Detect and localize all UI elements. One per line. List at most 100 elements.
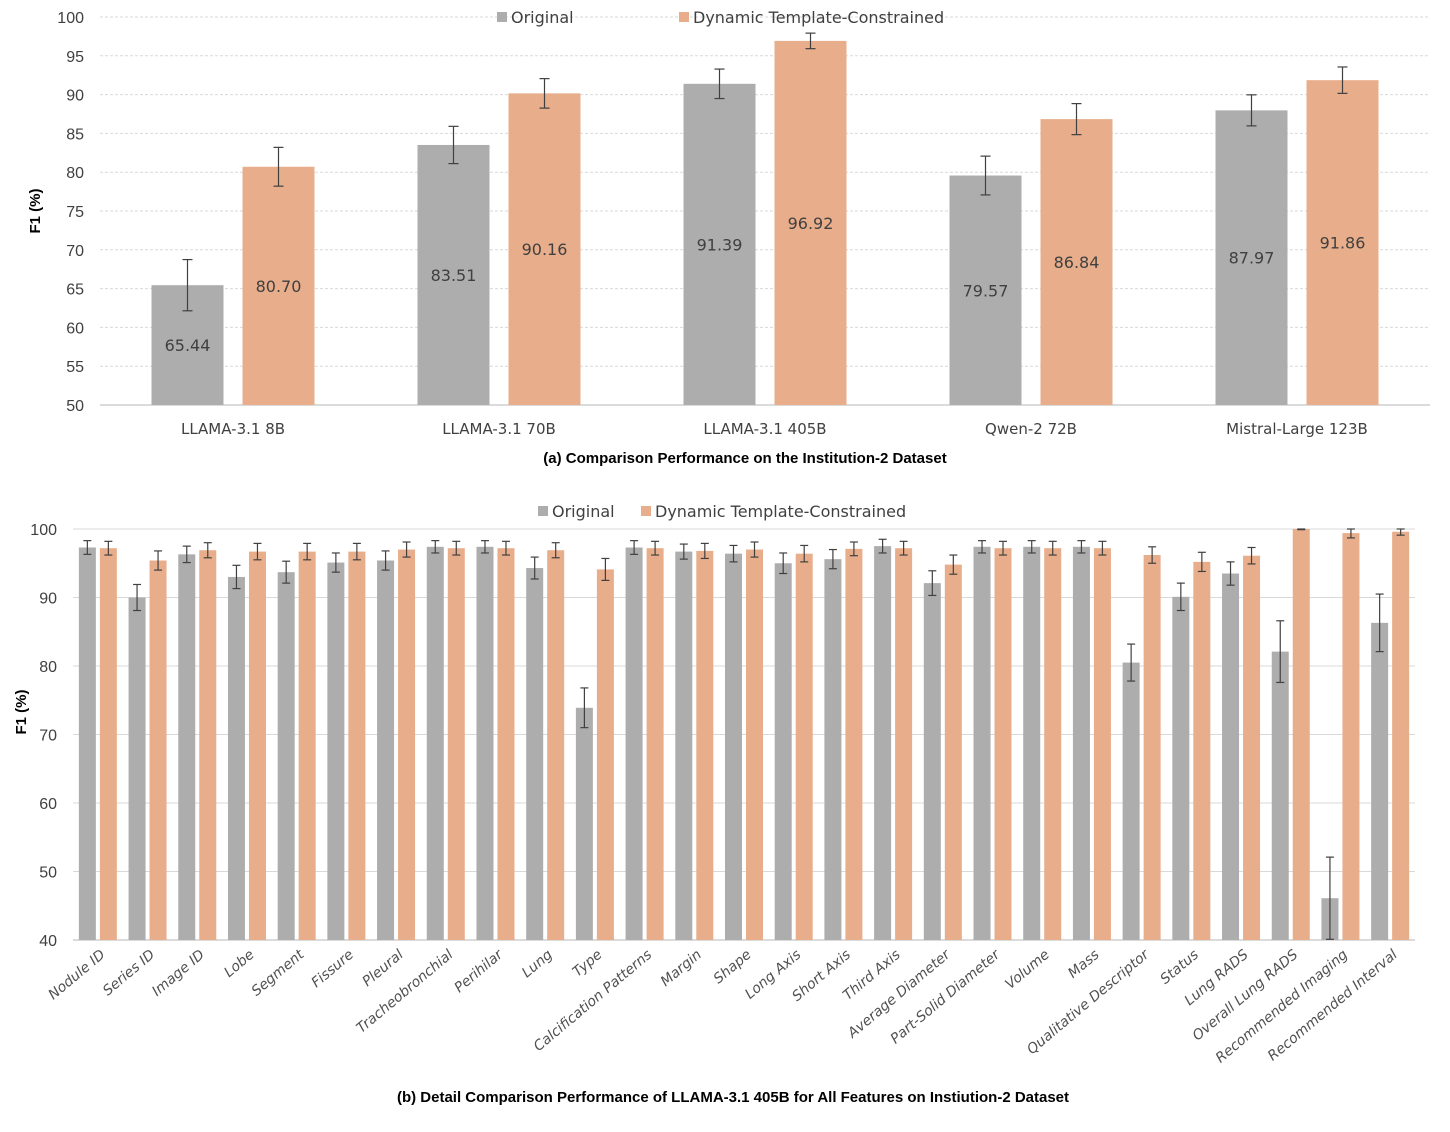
b-error-bar (431, 540, 440, 554)
b-legend-swatch-original (538, 506, 548, 516)
b-x-tick-label: Image ID (149, 947, 208, 1000)
b-error-bar (1098, 540, 1107, 556)
b-x-tick-label: Nodule ID (46, 947, 109, 1004)
b-bar-original (675, 551, 693, 940)
a-x-tick-labels: LLAMA-3.1 8B LLAMA-3.1 70B LLAMA-3.1 405B Q… (181, 420, 1368, 438)
a-error-bar (1246, 94, 1257, 127)
b-error-bar (1148, 546, 1157, 564)
a-bar-dtc (1040, 119, 1113, 406)
b-error-bar (999, 540, 1008, 556)
a-bar-original (1215, 110, 1288, 406)
b-bar-dtc (348, 551, 366, 940)
b-error-bar (1048, 540, 1057, 556)
a-data-label: 87.97 (1229, 249, 1275, 268)
a-error-bar (539, 78, 550, 109)
b-bar-dtc (248, 551, 266, 940)
b-error-bar (154, 550, 163, 571)
a-legend-label-dtc: Dynamic Template-Constrained (693, 8, 944, 27)
b-error-bar (551, 542, 560, 559)
a-y-tick-labels: 50 55 60 65 70 75 80 85 90 95 100 (57, 10, 84, 415)
b-legend-swatch-dtc (641, 506, 651, 516)
b-x-tick-label: Segment (249, 946, 308, 999)
b-y-tick-label: 80 (39, 659, 57, 676)
b-error-bar (1176, 582, 1185, 612)
b-error-bar (303, 542, 312, 561)
b-error-bar (700, 542, 709, 560)
b-bars (78, 529, 1410, 940)
b-bar-dtc (696, 550, 714, 940)
b-bar-original (824, 559, 842, 940)
b-error-bar (452, 540, 461, 556)
a-y-axis-label: F1 (%) (27, 188, 44, 233)
a-bar-original (683, 83, 756, 405)
b-error-bar (232, 564, 241, 590)
a-x-tick-label: LLAMA-3.1 8B (181, 420, 285, 438)
b-bar-dtc (447, 548, 465, 940)
b-bar-dtc (398, 549, 416, 940)
b-error-bar (750, 541, 759, 558)
b-bar-original (1072, 546, 1090, 940)
a-error-bar (1071, 103, 1082, 136)
b-y-tick-label: 70 (39, 728, 57, 745)
a-y-tick-label: 90 (66, 88, 84, 105)
a-y-tick-label: 95 (66, 49, 84, 66)
b-error-bar (601, 557, 610, 581)
b-y-tick-label: 100 (30, 522, 57, 539)
a-error-bar (714, 68, 725, 100)
b-error-bar (253, 542, 262, 561)
b-bar-dtc (746, 549, 763, 940)
a-x-tick-label: Qwen-2 72B (985, 420, 1077, 438)
b-error-bar (651, 540, 660, 556)
b-legend-label-original: Original (552, 502, 615, 521)
b-bar-dtc (1193, 561, 1211, 940)
a-data-labels: 65.44 80.70 83.51 90.16 91.39 96.92 79.57 86.84… (165, 214, 1366, 355)
b-error-bar (928, 570, 937, 597)
a-y-tick-label: 80 (66, 165, 84, 182)
b-bar-original (1271, 651, 1289, 940)
b-x-tick-label: Series ID (100, 947, 158, 1000)
b-bar-original (277, 572, 295, 940)
b-error-bar (104, 540, 113, 556)
b-bar-dtc (994, 548, 1012, 940)
b-bar-original (476, 546, 494, 940)
a-bar-dtc (242, 166, 315, 405)
b-bar-dtc (99, 548, 117, 940)
b-x-tick-label: Type (570, 947, 606, 981)
a-y-tick-label: 55 (66, 359, 84, 376)
b-x-tick-label: Mass (1065, 947, 1102, 982)
b-error-bar (1027, 540, 1036, 554)
a-y-tick-label: 75 (66, 204, 84, 221)
b-bar-original (725, 553, 742, 940)
a-bar-original (417, 144, 490, 405)
b-bar-dtc (596, 569, 614, 940)
a-chart-title: (a) Comparison Performance on the Instit… (543, 450, 946, 467)
b-error-bar (828, 548, 837, 570)
b-error-bar (282, 560, 291, 584)
a-data-label: 79.57 (963, 281, 1009, 300)
a-data-label: 91.39 (697, 235, 743, 254)
a-data-label: 80.70 (256, 277, 302, 296)
b-error-bar (480, 540, 489, 554)
b-error-bar (978, 540, 987, 554)
b-error-bar (580, 687, 589, 729)
b-error-bar (182, 545, 191, 564)
b-error-bar (729, 544, 738, 563)
b-error-bar (1276, 620, 1285, 684)
a-error-bar (182, 258, 193, 312)
b-bar-original (923, 583, 941, 940)
b-error-bar (1197, 551, 1206, 573)
a-error-bar (805, 32, 816, 50)
a-error-bars (182, 32, 1348, 312)
a-gridlines (100, 16, 1430, 406)
a-bars (151, 40, 1379, 406)
a-data-label: 65.44 (165, 336, 211, 355)
b-bar-dtc (149, 560, 167, 940)
b-bar-dtc (646, 548, 664, 940)
b-x-tick-label: Pleural (360, 947, 407, 990)
b-error-bar (203, 542, 212, 559)
b-bar-dtc (1093, 548, 1111, 940)
chart-a: 50 55 60 65 70 75 80 85 90 95 100 65.44 80.70 83.51 9… (27, 8, 1430, 467)
b-x-tick-label: Lung (519, 947, 556, 981)
a-error-bar (1337, 66, 1348, 94)
